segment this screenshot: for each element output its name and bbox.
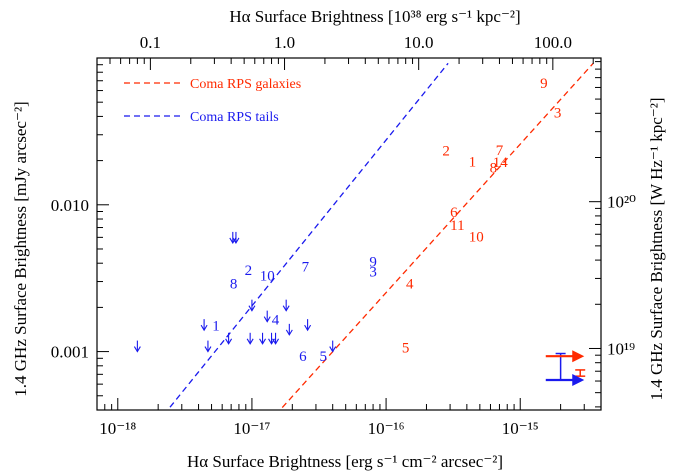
tail-upper-limit-arrow [229,231,237,244]
tail-point-label: 2 [245,263,253,279]
offset-arrow-head [572,350,585,363]
top-axis-title: Hα Surface Brightness [10³⁸ erg s⁻¹ kpc⁻… [229,7,520,26]
tail-upper-limit-arrow [329,340,337,353]
upper-limit-head [272,338,280,345]
galaxy-point-label: 1 [469,155,477,171]
error-bar-galaxies [575,369,586,377]
upper-limit-head [259,338,267,345]
tail-upper-limit-arrow [285,323,293,336]
upper-limit-head [304,324,312,332]
tail-upper-limit-arrow [268,332,276,345]
right-tick-label: 10¹⁹ [607,339,635,358]
axis-titles: Hα Surface Brightness [10³⁸ erg s⁻¹ kpc⁻… [11,7,666,471]
x-axis-title: Hα Surface Brightness [erg s⁻¹ cm⁻² arcs… [187,452,503,471]
fit-line-tails [166,62,449,410]
top-tick-label: 1.0 [274,33,295,52]
galaxy-point-label: 9 [540,76,548,92]
right-tick-label: 10²⁰ [607,193,636,212]
galaxy-point-label: 6 [450,205,458,221]
tail-upper-limit-arrow [200,319,208,332]
x-tick-label: 10⁻¹⁶ [368,419,405,438]
upper-limit-head [282,305,290,312]
tail-upper-limit-arrow [248,299,256,312]
top-tick-label: 10.0 [404,33,434,52]
upper-limit-head [229,237,237,244]
offset-arrow-galaxies [545,350,585,363]
upper-limit-head [246,338,254,345]
upper-limit-head [232,237,240,244]
upper-limit-head [263,316,271,323]
galaxy-point-label: 14 [493,155,509,171]
tail-point-label: 6 [299,349,307,365]
upper-limit-head [285,329,293,336]
offset-arrow-head [572,374,585,387]
galaxy-point-label: 3 [554,105,562,121]
upper-limit-head [329,346,337,353]
galaxy-point-label: 8 [490,161,498,177]
tail-upper-limit-arrow [259,332,267,345]
tail-upper-limit-arrow [133,340,141,353]
upper-limit-head [225,338,233,345]
tail-point-label: 4 [272,313,280,329]
upper-limit-head [133,346,141,353]
legend: Coma RPS galaxies Coma RPS tails [124,77,301,125]
galaxy-point-label: 5 [402,340,410,356]
galaxy-point-label: 11 [450,218,464,234]
upper-limit-head [248,305,256,312]
galaxy-point-label: 4 [406,277,414,293]
tail-point-label: 7 [302,259,310,275]
error-bar-tails [555,352,566,381]
tail-point-label: 1 [212,319,220,335]
tail-point-label: 3 [369,265,377,281]
galaxy-point-label: 10 [469,229,484,245]
tail-point-label: 10 [260,268,275,284]
tail-upper-limit-arrow [304,319,312,332]
legend-label-galaxies: Coma RPS galaxies [190,77,301,92]
offset-arrow-tails [545,374,585,387]
y-tick-label: 0.001 [51,343,89,362]
upper-limit-head [204,346,212,353]
x-tick-label: 10⁻¹⁵ [502,419,539,438]
tail-point-label: 8 [230,277,238,293]
legend-label-tails: Coma RPS tails [190,110,279,125]
ticks [96,58,602,411]
tail-upper-limit-arrow [246,332,254,345]
tail-upper-limit-arrow [232,231,240,244]
tail-upper-limit-arrow [282,299,290,312]
y-tick-label: 0.010 [51,196,89,215]
x-tick-label: 10⁻¹⁸ [99,419,136,438]
y-axis-title: 1.4 GHz Surface Brightness [mJy arcsec⁻²… [11,101,30,396]
tail-point-label: 9 [369,255,377,271]
top-tick-label: 100.0 [534,33,572,52]
tail-upper-limit-arrow [272,332,280,345]
top-tick-label: 0.1 [140,33,161,52]
plot-frame [96,57,602,411]
right-axis-title: 1.4 GHz Surface Brightness [W Hz⁻¹ kpc⁻²… [647,97,666,400]
fit-line-galaxies [279,62,594,410]
plot-clip-group [166,62,594,410]
tail-upper-limit-arrow [225,332,233,345]
tail-point-label: 5 [319,349,327,365]
galaxy-point-label: 7 [496,143,504,159]
galaxy-point-label: 2 [442,143,450,159]
upper-limit-head [200,324,208,332]
x-tick-label: 10⁻¹⁷ [233,419,270,438]
tail-upper-limit-arrow [263,310,271,323]
tail-upper-limit-arrow [204,340,212,353]
